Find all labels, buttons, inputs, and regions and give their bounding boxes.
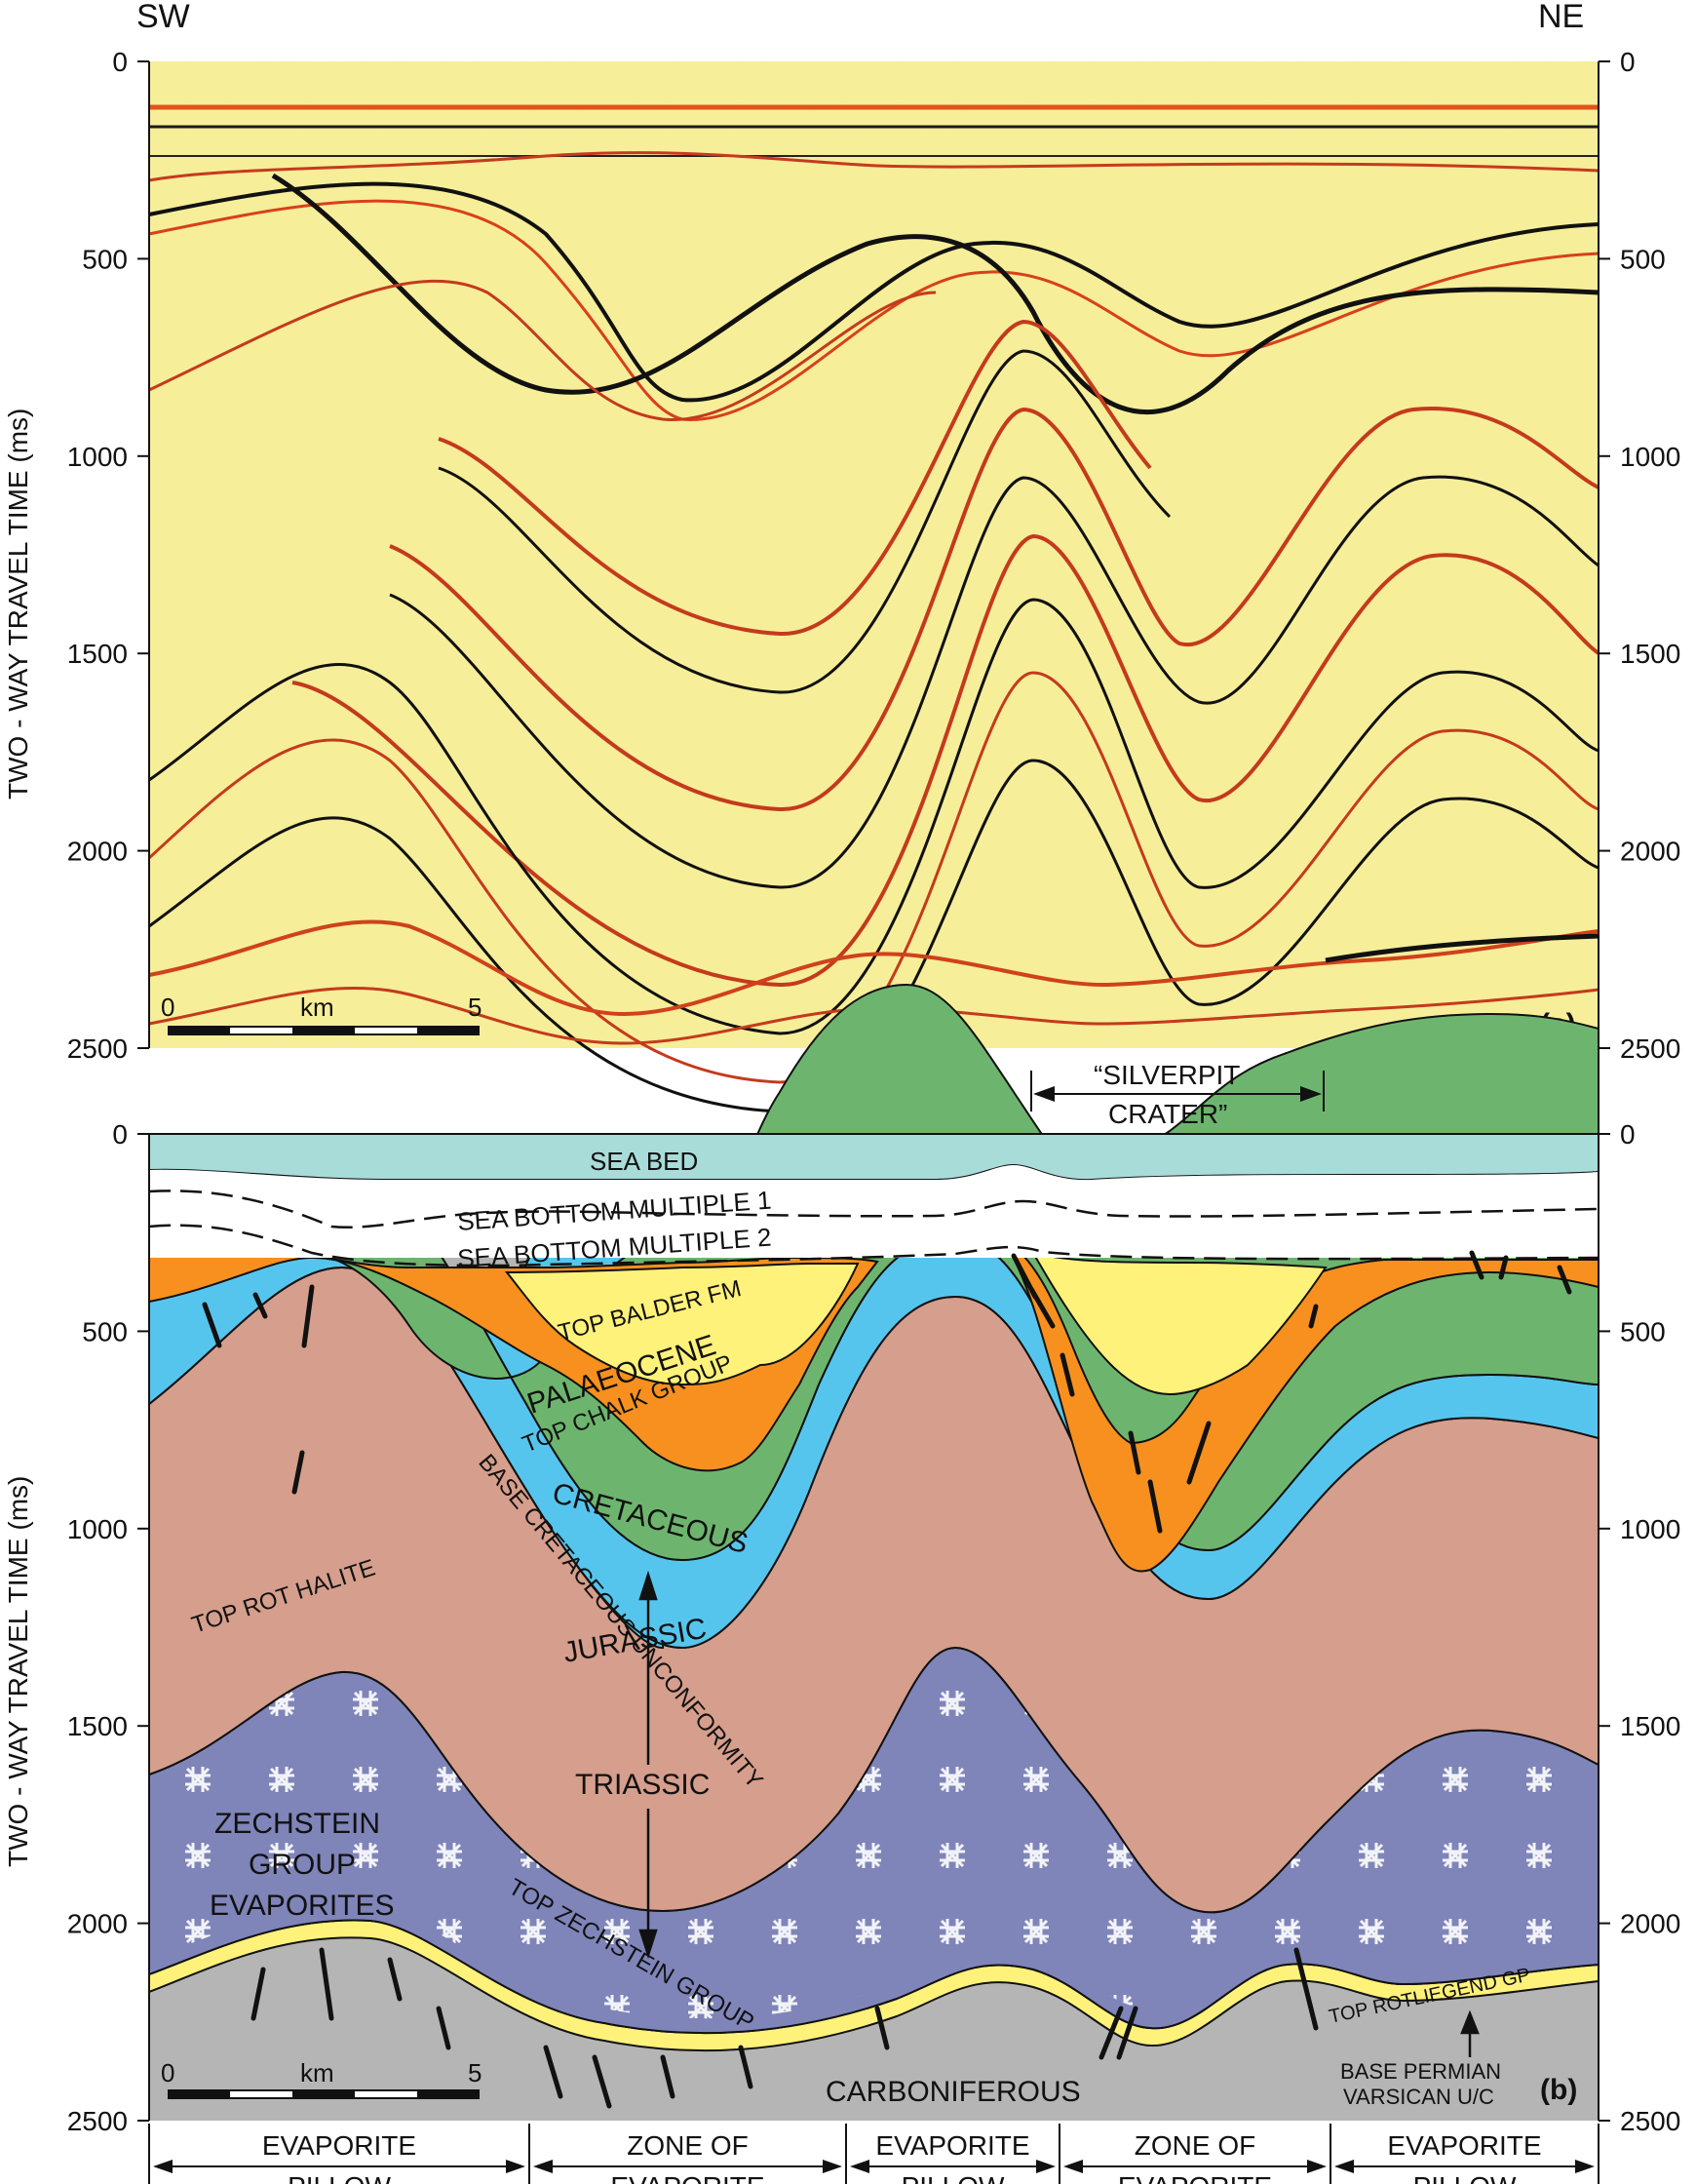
zone-arrowhead-2-1 bbox=[1036, 2160, 1056, 2173]
zone-label-line1-2: EVAPORITE bbox=[875, 2130, 1029, 2161]
tick-label-a-right-5: 2500 bbox=[1620, 1034, 1680, 1064]
tick-label-b-right-0: 0 bbox=[1620, 1119, 1636, 1150]
zone-label-line2-3: EVAPORITE bbox=[1118, 2171, 1272, 2184]
seismic-noise bbox=[149, 61, 1599, 1048]
y-axis-label-a: TWO - WAY TRAVEL TIME (ms) bbox=[3, 409, 33, 800]
tick-label-b-right-4: 2000 bbox=[1620, 1909, 1680, 1939]
direction-ne-label: NE bbox=[1538, 0, 1584, 35]
layer-eocene-left bbox=[504, 1263, 860, 1386]
zone-arrowhead-3-0 bbox=[1063, 2160, 1083, 2173]
panel-b-label: (b) bbox=[1540, 2074, 1577, 2106]
zone-label-line1-4: EVAPORITE bbox=[1387, 2130, 1541, 2161]
tick-label-a-right-4: 2000 bbox=[1620, 837, 1680, 867]
zone-arrowhead-1-1 bbox=[823, 2160, 842, 2173]
zone-arrowhead-2-0 bbox=[850, 2160, 869, 2173]
multiple-1-line bbox=[148, 1190, 1600, 1229]
zone-label-line2-1: EVAPORITE bbox=[610, 2171, 764, 2184]
tick-label-b-left-4: 2000 bbox=[67, 1909, 128, 1939]
tick-label-b-right-1: 500 bbox=[1620, 1316, 1666, 1346]
layer-sea-water bbox=[148, 1133, 1600, 1182]
tick-label-b-left-2: 1000 bbox=[67, 1514, 128, 1544]
seismic-reflectors bbox=[147, 104, 1600, 1113]
tick-label-a-left-3: 1500 bbox=[67, 639, 128, 669]
zone-label-line2-0: PILLOW bbox=[288, 2171, 391, 2184]
scale-bar-a: 0 km 5 bbox=[161, 993, 482, 1035]
scale-bar-b-end: 5 bbox=[468, 2058, 482, 2087]
panel-a-seismic: 0 km 5 (a) bbox=[147, 61, 1600, 1113]
scale-bar-b-unit: km bbox=[300, 2058, 334, 2087]
tick-label-b-left-1: 500 bbox=[82, 1316, 128, 1346]
tick-label-b-right-3: 1500 bbox=[1620, 1711, 1680, 1741]
label-sea-bed: SEA BED bbox=[590, 1147, 698, 1176]
tick-label-b-right-5: 2500 bbox=[1620, 2106, 1680, 2136]
evaporite-zones: EVAPORITE PILLOW ZONE OF EVAPORITE EVAPORITE… bbox=[148, 2124, 1600, 2184]
multiple-2-line bbox=[148, 1224, 1600, 1268]
crater-label-line1: “SILVERPIT bbox=[1094, 1060, 1240, 1090]
zone-arrowhead-4-0 bbox=[1334, 2160, 1354, 2173]
scale-bar-a-unit: km bbox=[300, 993, 334, 1022]
axes bbox=[148, 61, 1600, 2121]
scale-bar-b: 0 km 5 bbox=[161, 2058, 482, 2099]
direction-sw-label: SW bbox=[136, 0, 190, 35]
zone-arrowhead-0-1 bbox=[506, 2160, 525, 2173]
tick-label-b-left-5: 2500 bbox=[67, 2106, 128, 2136]
tick-label-a-left-2: 1000 bbox=[67, 442, 128, 472]
layer-multiples-white bbox=[149, 1165, 1599, 1258]
zone-arrowhead-4-1 bbox=[1575, 2160, 1595, 2173]
zone-label-line2-2: PILLOW bbox=[902, 2171, 1005, 2184]
tick-label-a-right-3: 1500 bbox=[1620, 639, 1680, 669]
tick-label-b-left-0: 0 bbox=[112, 1119, 128, 1150]
zone-label-line1-1: ZONE OF bbox=[627, 2130, 748, 2161]
tick-label-a-left-0: 0 bbox=[112, 47, 128, 77]
tick-label-b-right-2: 1000 bbox=[1620, 1514, 1680, 1544]
zone-label-line1-3: ZONE OF bbox=[1135, 2130, 1255, 2161]
layer-eocene-crater bbox=[1030, 1251, 1328, 1396]
tick-label-a-right-2: 1000 bbox=[1620, 442, 1680, 472]
tick-label-a-right-1: 500 bbox=[1620, 244, 1666, 274]
tick-label-a-right-0: 0 bbox=[1620, 47, 1636, 77]
label-zechstein-3: EVAPORITES bbox=[210, 1890, 395, 1922]
scale-bar-a-start: 0 bbox=[161, 993, 174, 1022]
crater-label-line2: CRATER” bbox=[1108, 1099, 1227, 1129]
label-zechstein-1: ZECHSTEIN bbox=[214, 1808, 380, 1840]
zone-label-line1-0: EVAPORITE bbox=[262, 2130, 416, 2161]
label-base-permian-1: BASE PERMIAN bbox=[1340, 2059, 1501, 2084]
zone-arrowhead-3-1 bbox=[1307, 2160, 1327, 2173]
zone-arrowhead-1-0 bbox=[533, 2160, 553, 2173]
label-triassic: TRIASSIC bbox=[575, 1769, 710, 1801]
scale-bar-a-end: 5 bbox=[468, 993, 482, 1022]
scale-bar-b-start: 0 bbox=[161, 2058, 174, 2087]
label-carboniferous: CARBONIFEROUS bbox=[826, 2076, 1081, 2108]
silverpit-crater-annotation: “SILVERPIT CRATER” bbox=[1030, 1060, 1325, 1129]
faults bbox=[202, 1250, 1572, 2109]
zone-arrowhead-0-0 bbox=[153, 2160, 173, 2173]
label-zechstein-2: GROUP bbox=[249, 1849, 356, 1881]
y-axis-label-b: TWO - WAY TRAVEL TIME (ms) bbox=[3, 1476, 33, 1867]
panel-b-interpretation: SEA BED SEA BOTTOM MULTIPLE 1 SEA BOTTOM… bbox=[148, 983, 1600, 2121]
tick-label-a-left-1: 500 bbox=[82, 244, 128, 274]
zone-label-line2-4: PILLOW bbox=[1413, 2171, 1517, 2184]
label-base-permian-2: VARSICAN U/C bbox=[1343, 2085, 1494, 2109]
tick-label-a-left-5: 2500 bbox=[67, 1034, 128, 1064]
base-permian-arrow bbox=[1460, 2009, 1480, 2057]
tick-label-a-left-4: 2000 bbox=[67, 837, 128, 867]
triassic-thickness-arrow bbox=[638, 1570, 658, 1960]
tick-label-b-left-3: 1500 bbox=[67, 1711, 128, 1741]
